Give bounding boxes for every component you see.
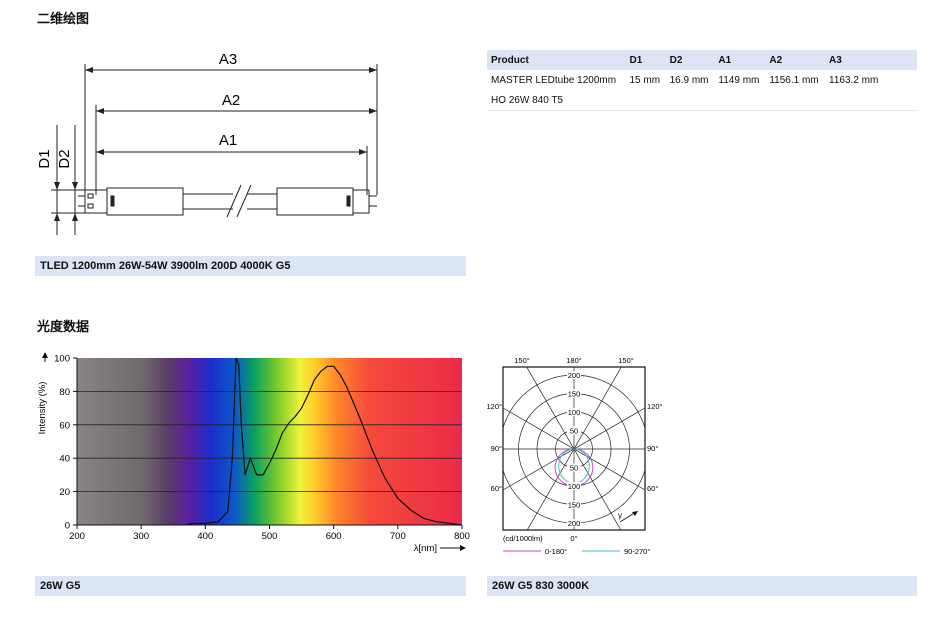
x-tick-label: 200 xyxy=(69,531,85,542)
angle-label: 60° xyxy=(647,484,658,493)
spectrum-chart: 200 300 400 500 600 700 800 0 20 40 60 80 100 Intens… xyxy=(37,352,470,554)
cell-d1: 15 mm xyxy=(629,74,661,86)
angle-label: 90° xyxy=(647,444,658,453)
zero-angle-label: 0° xyxy=(570,534,577,543)
angle-label: 120° xyxy=(486,402,502,411)
radial-tick-label: 150 xyxy=(568,500,581,509)
d1-label: D1 xyxy=(36,149,53,168)
radial-tick-label: 50 xyxy=(570,463,578,472)
spectrum-series-line xyxy=(185,357,463,526)
header-a3: A3 xyxy=(825,50,917,70)
x-tick-label: 400 xyxy=(197,531,213,542)
tube-dimension-drawing: A3 A2 A1 D1 D2 xyxy=(36,51,378,235)
angle-label: 120° xyxy=(647,402,663,411)
section-title-photometric-data: 光度数据 xyxy=(37,320,90,335)
polar-caption: 26W G5 830 3000K xyxy=(487,576,917,596)
a2-label: A2 xyxy=(222,92,240,109)
x-tick-label: 800 xyxy=(454,531,470,542)
legend-label: 0-180° xyxy=(545,547,567,556)
cell-product-line1: MASTER LEDtube 1200mm xyxy=(491,74,617,86)
x-tick-label: 700 xyxy=(390,531,406,542)
radial-tick-label: 200 xyxy=(568,371,581,380)
cell-a2: 1156.1 mm xyxy=(769,74,819,86)
x-axis-label: λ[nm] xyxy=(414,543,437,554)
y-axis-label: Intensity (%) xyxy=(37,382,48,435)
legend-label: 90-270° xyxy=(624,547,650,556)
spec-table: Product D1 D2 A1 A2 A3 MASTER LEDtube 12… xyxy=(487,50,917,111)
gamma-label: γ xyxy=(618,511,622,520)
a1-label: A1 xyxy=(219,132,237,149)
a3-label: A3 xyxy=(219,51,237,68)
x-tick-label: 300 xyxy=(133,531,149,542)
radial-tick-label: 200 xyxy=(568,519,581,528)
angle-label: 90° xyxy=(491,444,502,453)
table-row: MASTER LEDtube 1200mm 15 mm 16.9 mm 1149… xyxy=(487,70,917,90)
angle-label: 60° xyxy=(491,484,502,493)
cell-a1: 1149 mm xyxy=(718,74,760,86)
table-row: HO 26W 840 T5 xyxy=(487,90,917,111)
angle-label: 150° xyxy=(514,356,530,365)
y-tick-label: 20 xyxy=(59,487,70,498)
spec-table-header-row: Product D1 D2 A1 A2 A3 xyxy=(487,50,917,70)
x-tick-label: 500 xyxy=(262,531,278,542)
y-tick-label: 100 xyxy=(54,354,70,365)
x-tick-label: 600 xyxy=(326,531,342,542)
y-tick-label: 0 xyxy=(65,521,70,532)
header-product: Product xyxy=(487,50,626,70)
cell-d2: 16.9 mm xyxy=(669,74,709,86)
header-d2: D2 xyxy=(665,50,715,70)
header-d1: D1 xyxy=(625,50,666,70)
cell-product-line2: HO 26W 840 T5 xyxy=(487,90,626,111)
header-a2: A2 xyxy=(765,50,825,70)
angle-label: 180° xyxy=(566,356,582,365)
spectrum-caption: 26W G5 xyxy=(35,576,466,596)
radial-tick-label: 150 xyxy=(568,389,581,398)
y-tick-label: 40 xyxy=(59,454,70,465)
y-tick-label: 80 xyxy=(59,387,70,398)
unit-label: (cd/1000lm) xyxy=(503,534,543,543)
header-a1: A1 xyxy=(714,50,766,70)
y-tick-label: 60 xyxy=(59,420,70,431)
d2-label: D2 xyxy=(56,149,73,168)
radial-tick-label: 50 xyxy=(570,426,578,435)
radial-tick-label: 100 xyxy=(568,482,581,491)
cell-a3: 1163.2 mm xyxy=(829,74,879,86)
polar-intensity-chart: 200 150 100 50 50 100 150 200 150° 180° 150° 120° 90… xyxy=(486,356,663,556)
section-title-2d-drawing: 二维绘图 xyxy=(37,12,90,27)
spectrum-color-background xyxy=(77,358,462,525)
radial-tick-label: 100 xyxy=(568,408,581,417)
angle-label: 150° xyxy=(618,356,634,365)
dimension-drawing-caption: TLED 1200mm 26W-54W 3900lm 200D 4000K G5 xyxy=(35,256,466,276)
